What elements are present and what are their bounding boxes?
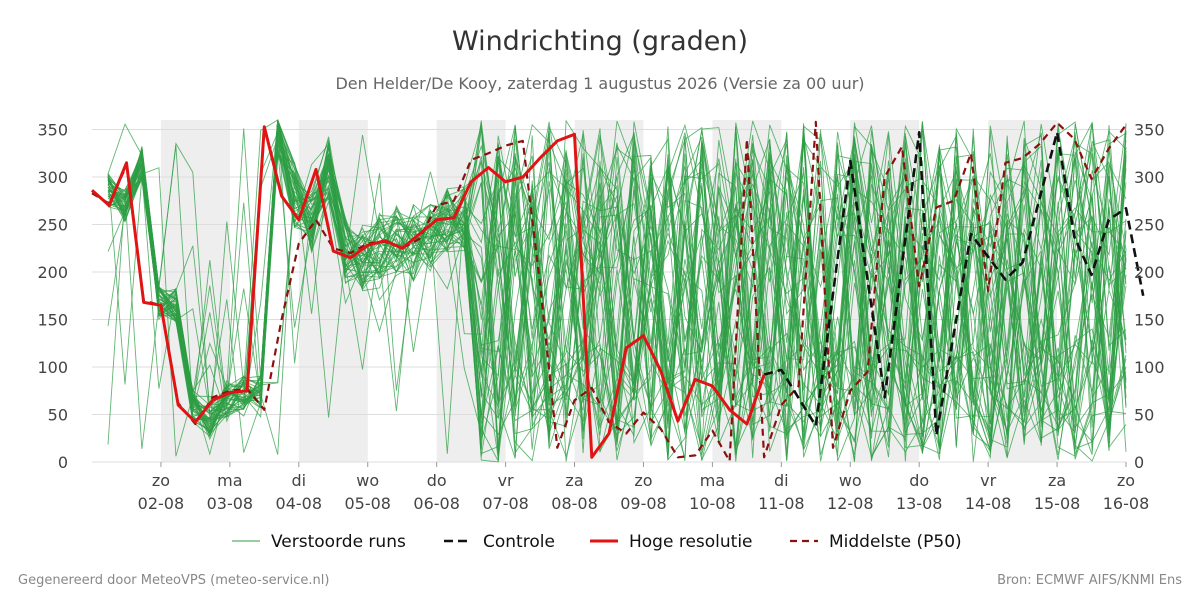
ensemble-run-line	[107, 127, 1127, 456]
y-tick-label: 100	[37, 358, 68, 377]
x-axis: zo 02-08 ma 03-08 di 04-08 wo 05-08 do 06-08 vr 07-…	[138, 462, 1150, 513]
x-tick-day: zo	[1117, 471, 1135, 490]
x-tick-day: za	[565, 471, 583, 490]
footer-generated: Gegenereerd door MeteoVPS (meteo-service…	[18, 573, 329, 588]
ensemble-runs	[107, 119, 1127, 463]
x-tick-date: 12-08	[827, 494, 874, 513]
main-series	[91, 120, 1145, 463]
y-tick-label: 250	[37, 216, 68, 235]
y-tick-label: 350	[1134, 121, 1165, 140]
y-tick-label: 50	[1134, 406, 1154, 425]
x-tick-date: 15-08	[1034, 494, 1081, 513]
y-tick-label: 300	[1134, 168, 1165, 187]
x-tick-day: za	[1048, 471, 1066, 490]
hires-series-line	[91, 125, 766, 459]
x-tick-day: vr	[980, 471, 996, 490]
y-tick-label: 350	[37, 121, 68, 140]
x-tick-date: 10-08	[689, 494, 736, 513]
y-tick-label: 300	[37, 168, 68, 187]
x-tick-date: 13-08	[896, 494, 943, 513]
footer-source: Bron: ECMWF AIFS/KNMI Ens	[997, 573, 1182, 588]
chart-title: Windrichting (graden)	[452, 26, 748, 57]
x-tick-date: 16-08	[1103, 494, 1150, 513]
x-tick-date: 02-08	[138, 494, 185, 513]
legend-label-median: Middelste (P50)	[829, 532, 962, 552]
chart-subtitle: Den Helder/De Kooy, zaterdag 1 augustus …	[335, 74, 864, 93]
x-tick-date: 09-08	[620, 494, 667, 513]
ensemble-run-line	[108, 125, 1127, 462]
x-tick-date: 06-08	[413, 494, 460, 513]
y-tick-label: 0	[58, 453, 68, 472]
ensemble-run-line	[107, 133, 1127, 459]
x-tick-date: 14-08	[965, 494, 1012, 513]
y-tick-label: 0	[1134, 453, 1144, 472]
x-tick-day: di	[774, 471, 789, 490]
ensemble-run-line	[107, 120, 1127, 459]
x-tick-date: 03-08	[207, 494, 254, 513]
x-tick-day: zo	[634, 471, 652, 490]
legend-label-control: Controle	[483, 532, 555, 552]
legend-label-ensemble: Verstoorde runs	[271, 532, 406, 552]
ensemble-run-line	[107, 122, 1127, 456]
median-series-line	[91, 120, 1127, 463]
x-tick-day: ma	[217, 471, 242, 490]
y-tick-label: 150	[37, 311, 68, 330]
y-tick-label: 200	[1134, 263, 1165, 282]
x-tick-date: 05-08	[344, 494, 391, 513]
x-tick-day: ma	[700, 471, 725, 490]
y-tick-label: 100	[1134, 358, 1165, 377]
y-axis-right: 0 50 100 150 200 250 300 350	[1134, 121, 1165, 473]
y-tick-label: 200	[37, 263, 68, 282]
x-tick-date: 04-08	[276, 494, 323, 513]
control-series-line	[763, 131, 1145, 437]
legend-label-hires: Hoge resolutie	[629, 532, 753, 552]
x-tick-date: 11-08	[758, 494, 805, 513]
legend: Verstoorde runs Controle Hoge resolutie Mid…	[232, 532, 962, 552]
x-tick-day: do	[427, 471, 447, 490]
y-axis-left: 0 50 100 150 200 250 300 350	[37, 121, 68, 473]
x-tick-date: 07-08	[482, 494, 529, 513]
x-tick-day: wo	[356, 471, 379, 490]
x-tick-day: vr	[498, 471, 514, 490]
x-tick-day: di	[291, 471, 306, 490]
x-tick-day: wo	[839, 471, 862, 490]
y-tick-label: 150	[1134, 311, 1165, 330]
x-tick-date: 08-08	[551, 494, 598, 513]
x-tick-day: do	[909, 471, 929, 490]
y-tick-label: 50	[48, 406, 68, 425]
ensemble-run-line	[107, 119, 1127, 461]
x-tick-day: zo	[152, 471, 170, 490]
y-tick-label: 250	[1134, 216, 1165, 235]
